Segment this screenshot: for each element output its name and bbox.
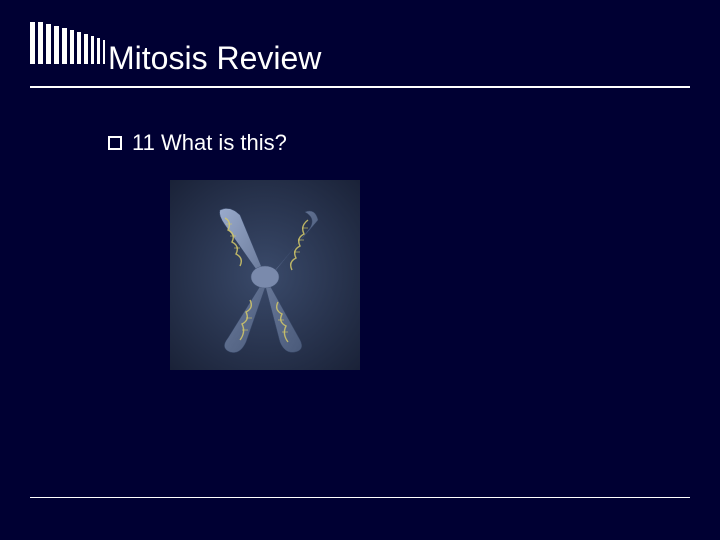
- bullet-item: 11 What is this?: [108, 130, 287, 156]
- title-underline: [30, 86, 690, 88]
- chromosome-image: [170, 180, 360, 370]
- footer-underline: [30, 497, 690, 499]
- body-content: 11 What is this?: [108, 130, 287, 156]
- slide-container: Mitosis Review 11 What is this?: [0, 0, 720, 540]
- slide-title: Mitosis Review: [108, 40, 321, 77]
- bullet-text: 11 What is this?: [132, 130, 287, 156]
- title-bar-decoration: [30, 22, 106, 64]
- checkbox-bullet-icon: [108, 136, 122, 150]
